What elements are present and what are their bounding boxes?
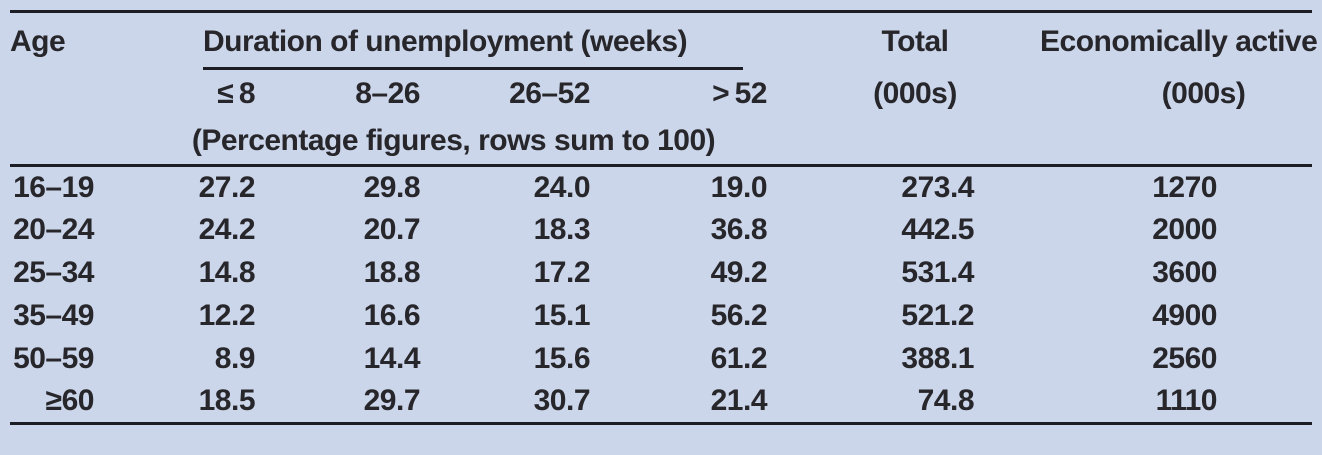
duration-subheader-gt52: > 52 <box>712 76 767 110</box>
empty-cell <box>767 118 990 166</box>
table-row: 50–59 8.9 14.4 15.6 61.2 388.1 2560 <box>10 338 1312 381</box>
duration-gt52-cell: 61.2 <box>710 342 768 375</box>
econ-active-cell: 3600 <box>1152 256 1217 289</box>
duration-group-header: Duration of unemployment (weeks) <box>203 24 743 70</box>
duration-8-26-cell: 18.8 <box>363 256 421 289</box>
unemployment-duration-table: Age Duration of unemployment (weeks) Tot… <box>10 10 1318 425</box>
empty-cell <box>10 70 94 118</box>
table-row: 35–49 12.2 16.6 15.1 56.2 521.2 4900 <box>10 295 1312 338</box>
econ-active-column-header: Economically active <box>1040 24 1318 58</box>
duration-8-26-cell: 29.8 <box>363 170 421 204</box>
total-cell: 442.5 <box>901 213 974 246</box>
duration-26-52-cell: 17.2 <box>533 256 591 289</box>
duration-le8-cell: 24.2 <box>198 213 256 246</box>
table-row: 25–34 14.8 18.8 17.2 49.2 531.4 3600 <box>10 252 1312 295</box>
age-cell: ≥60 <box>45 384 95 418</box>
total-cell: 74.8 <box>917 384 975 418</box>
econ-units-label: (000s) <box>1161 76 1246 110</box>
duration-le8-cell: 12.2 <box>198 299 256 332</box>
total-units-label: (000s) <box>873 76 957 110</box>
duration-gt52-cell: 21.4 <box>710 384 768 418</box>
duration-subheader-le8: ≤ 8 <box>217 76 255 110</box>
age-cell: 25–34 <box>13 256 94 289</box>
duration-subheader-26-52: 26–52 <box>509 76 590 110</box>
econ-active-cell: 2560 <box>1152 342 1217 375</box>
duration-group-header-cell: Duration of unemployment (weeks) <box>94 12 767 70</box>
duration-26-52-cell: 15.6 <box>533 342 591 375</box>
duration-8-26-cell: 29.7 <box>363 384 421 418</box>
duration-gt52-cell: 19.0 <box>710 170 768 204</box>
table-row: ≥60 18.5 29.7 30.7 21.4 74.8 1110 <box>10 381 1312 424</box>
table-header: Age Duration of unemployment (weeks) Tot… <box>10 12 1318 166</box>
duration-group-header-label: Duration of unemployment (weeks) <box>203 24 688 58</box>
duration-subheader-8-26: 8–26 <box>355 76 420 110</box>
econ-active-cell: 2000 <box>1152 213 1217 246</box>
table-row: 20–24 24.2 20.7 18.3 36.8 442.5 2000 <box>10 209 1312 252</box>
econ-active-cell: 4900 <box>1152 299 1217 332</box>
age-cell: 20–24 <box>13 213 94 246</box>
duration-le8-cell: 18.5 <box>198 384 256 418</box>
duration-gt52-cell: 56.2 <box>710 299 768 332</box>
table-row: 16–19 27.2 29.8 24.0 19.0 273.4 1270 <box>10 166 1312 209</box>
econ-active-cell: 1270 <box>1152 170 1217 204</box>
total-cell: 531.4 <box>901 256 974 289</box>
empty-cell <box>10 118 94 166</box>
empty-cell <box>990 118 1312 166</box>
econ-active-cell: 1110 <box>1155 384 1218 418</box>
header-row-groups: Age Duration of unemployment (weeks) Tot… <box>10 12 1318 70</box>
duration-26-52-cell: 18.3 <box>533 213 591 246</box>
age-cell: 50–59 <box>13 342 94 375</box>
table-body: 16–19 27.2 29.8 24.0 19.0 273.4 1270 20–… <box>10 166 1312 424</box>
duration-8-26-cell: 16.6 <box>363 299 421 332</box>
header-row-subcolumns: ≤ 8 8–26 26–52 > 52 (000s) (000s) <box>10 70 1312 118</box>
duration-8-26-cell: 20.7 <box>363 213 421 246</box>
duration-gt52-cell: 36.8 <box>710 213 768 246</box>
total-cell: 521.2 <box>901 299 974 332</box>
duration-26-52-cell: 24.0 <box>533 170 591 204</box>
total-cell: 273.4 <box>901 170 974 204</box>
header-row-note: (Percentage figures, rows sum to 100) <box>10 118 1312 166</box>
age-cell: 35–49 <box>13 299 94 332</box>
duration-26-52-cell: 30.7 <box>533 384 591 418</box>
duration-le8-cell: 14.8 <box>198 256 256 289</box>
percentage-note: (Percentage figures, rows sum to 100) <box>191 123 716 157</box>
duration-le8-cell: 8.9 <box>214 342 256 375</box>
duration-gt52-cell: 49.2 <box>710 256 768 289</box>
age-column-header: Age <box>10 24 66 58</box>
age-cell: 16–19 <box>13 170 94 204</box>
total-column-header: Total <box>881 24 949 58</box>
duration-8-26-cell: 14.4 <box>363 342 421 375</box>
total-cell: 388.1 <box>901 342 974 375</box>
duration-26-52-cell: 15.1 <box>533 299 591 332</box>
duration-le8-cell: 27.2 <box>198 170 256 204</box>
